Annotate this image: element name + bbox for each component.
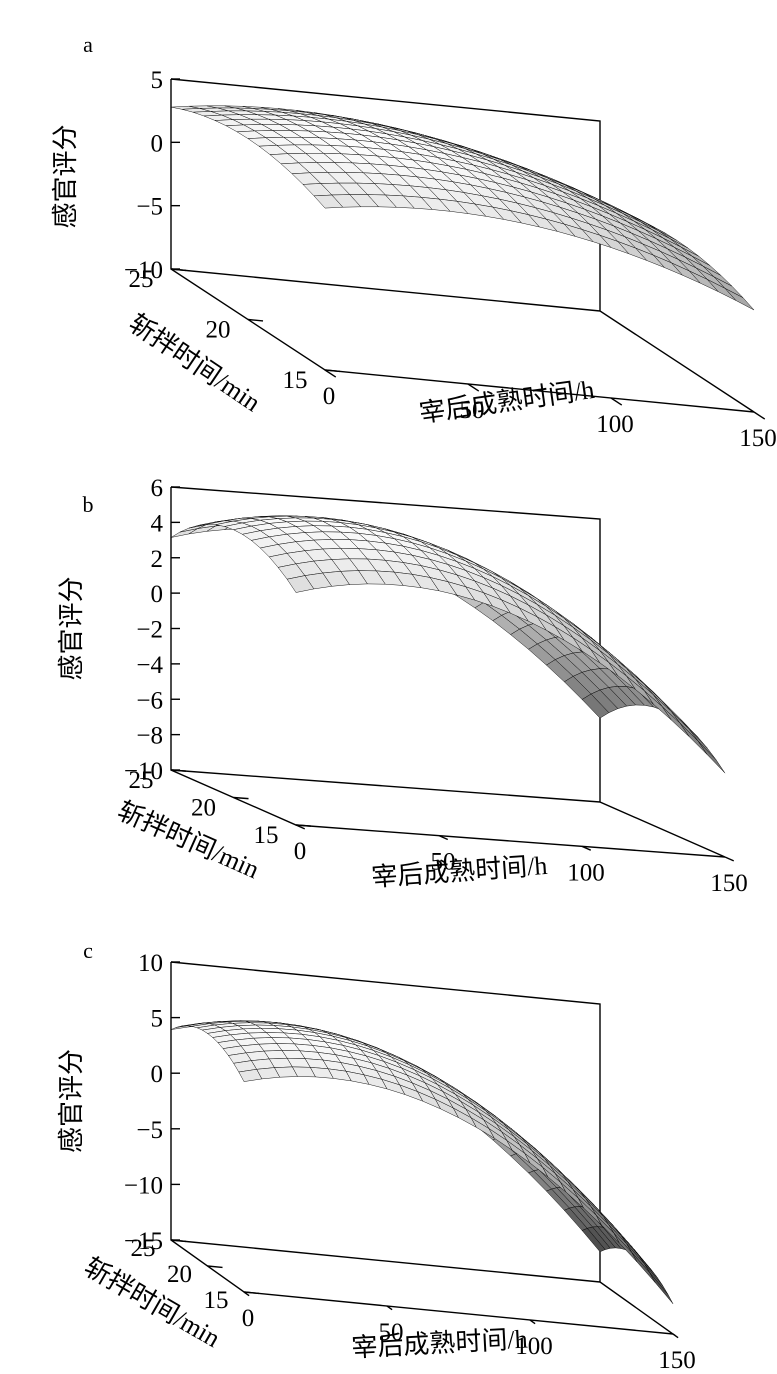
z-tick-label: −8 (136, 723, 163, 750)
surface-mesh (170, 1020, 674, 1304)
surface-patch (724, 288, 755, 311)
z-tick-label: −5 (136, 194, 163, 221)
x-tick-label: 100 (596, 411, 634, 438)
x-tick-mark (581, 845, 592, 851)
x-tick-mark (753, 411, 766, 420)
y-tick-label: 15 (283, 367, 308, 394)
z-axis-label: 感官评分 (57, 576, 86, 680)
x-tick-label: 150 (658, 1347, 696, 1374)
surface-patch (680, 723, 708, 755)
surface-patch (649, 1272, 674, 1304)
surface-patch (631, 1252, 656, 1283)
panel-label: c (83, 938, 93, 963)
x-tick-mark (467, 383, 480, 392)
z-tick-label: −15 (124, 1228, 163, 1255)
x-tick-label: 100 (567, 859, 605, 886)
surface-patch (626, 1243, 651, 1274)
z-tick-label: −6 (136, 687, 163, 714)
z-tick-label: −10 (124, 257, 163, 284)
z-tick-label: 4 (151, 510, 164, 537)
surface-chart-a: a50−5−10050100150152025宰后成熟时间/h斩拌时间/min感… (51, 32, 777, 452)
y-tick-mark (170, 268, 187, 272)
z-tick-label: −2 (136, 617, 163, 644)
z-tick-label: −5 (136, 1117, 163, 1144)
y-tick-mark (295, 824, 312, 827)
z-tick-label: −10 (124, 758, 163, 785)
x-tick-label: 100 (515, 1333, 553, 1360)
y-axis-label: 斩拌时间/min (113, 796, 263, 884)
x-axis-label: 宰后成熟时间/h (351, 1324, 529, 1362)
z-axis-label: 感官评分 (51, 124, 80, 228)
x-tick-mark (724, 856, 735, 862)
axis-box (170, 961, 676, 1335)
z-tick-label: 2 (151, 546, 164, 573)
y-tick-label: 15 (204, 1287, 229, 1314)
surface-chart-c: c 1050−5−10−15050100150152025宰后成熟时间/h斩拌时间… (57, 938, 696, 1374)
surface-patch (671, 711, 699, 742)
surface-patch (662, 706, 690, 737)
x-tick-label: 0 (242, 1305, 255, 1332)
y-tick-mark (324, 369, 341, 373)
x-tick-mark (610, 397, 623, 406)
x-tick-label: 50 (431, 849, 456, 876)
z-axis-label: 感官评分 (57, 1049, 86, 1153)
x-axis-label: 宰后成熟时间/h (370, 851, 548, 892)
y-tick-label: 15 (254, 822, 279, 849)
z-tick-label: 5 (151, 1006, 164, 1033)
y-tick-label: 20 (167, 1261, 192, 1288)
y-tick-mark (170, 769, 187, 772)
z-tick-label: 0 (151, 1061, 164, 1088)
panel-label: b (83, 492, 94, 517)
z-tick-label: 10 (138, 950, 163, 977)
x-tick-mark (386, 1305, 393, 1311)
x-tick-mark (529, 1319, 536, 1325)
y-tick-mark (207, 1265, 223, 1269)
surface-patch (644, 1264, 668, 1295)
y-tick-mark (233, 796, 249, 800)
surface-mesh (170, 515, 726, 774)
x-tick-label: 50 (379, 1319, 404, 1346)
x-tick-label: 0 (294, 838, 307, 865)
y-tick-label: 25 (129, 767, 154, 794)
y-tick-label: 25 (131, 1235, 156, 1262)
x-tick-label: 50 (460, 397, 485, 424)
y-tick-label: 20 (206, 317, 231, 344)
x-axis-label: 宰后成熟时间/h (418, 375, 597, 428)
z-tick-label: −4 (136, 652, 163, 679)
y-tick-mark (247, 318, 264, 322)
x-tick-mark (324, 369, 337, 378)
z-tick-label: 0 (151, 581, 164, 608)
surface-patch (689, 729, 717, 760)
x-tick-mark (438, 835, 449, 841)
x-tick-mark (672, 1333, 679, 1339)
x-tick-label: 150 (710, 870, 748, 897)
surface-patch (698, 741, 726, 774)
surface-mesh (170, 105, 755, 311)
y-axis-label: 斩拌时间/min (124, 309, 266, 418)
panel-label: a (83, 32, 93, 57)
y-tick-label: 20 (191, 795, 216, 822)
y-tick-label: 25 (129, 266, 154, 293)
z-tick-label: 0 (151, 130, 164, 157)
z-tick-label: 6 (151, 475, 164, 502)
z-tick-label: 5 (151, 67, 164, 94)
surface-patch (653, 694, 681, 724)
y-tick-mark (243, 1291, 260, 1295)
z-tick-label: −10 (124, 1172, 163, 1199)
x-tick-label: 150 (739, 425, 777, 452)
y-tick-mark (170, 1239, 187, 1243)
x-tick-label: 0 (323, 383, 336, 410)
